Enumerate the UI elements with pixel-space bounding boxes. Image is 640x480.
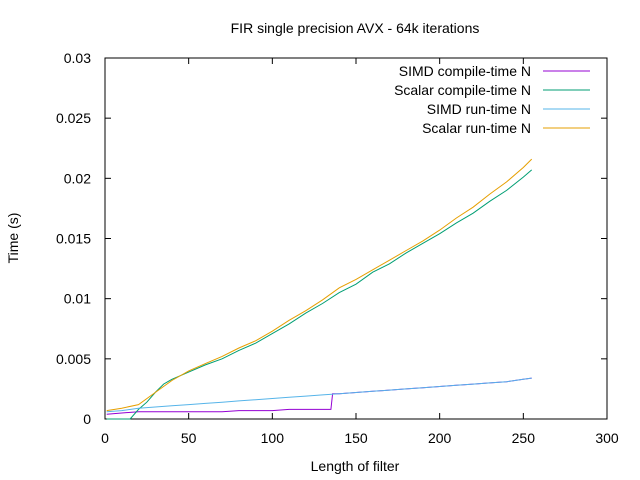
x-tick-label: 200 (428, 430, 452, 446)
series-line-simd-run-time-n (106, 377, 532, 413)
series-lines-group (106, 158, 533, 420)
y-tick-label: 0.03 (64, 50, 91, 66)
x-tick-label: 250 (512, 430, 536, 446)
x-tick-label: 100 (261, 430, 285, 446)
x-tick-label: 0 (101, 430, 109, 446)
plot-frame (104, 57, 608, 420)
legend: SIMD compile-time N Scalar compile-time N… (394, 63, 590, 136)
legend-label-scalar-run-time-n: Scalar run-time N (422, 120, 531, 136)
y-tick-label: 0.025 (56, 110, 91, 126)
legend-label-simd-run-time-n: SIMD run-time N (427, 101, 531, 117)
legend-label-simd-compile-time-n: SIMD compile-time N (399, 63, 531, 79)
x-tick-label: 150 (344, 430, 368, 446)
y-tick-label: 0.01 (64, 291, 91, 307)
y-tick-label: 0.005 (56, 351, 91, 367)
y-tick-label: 0.015 (56, 231, 91, 247)
x-ticks-group: 0 50 100 150 200 250 300 (101, 58, 619, 446)
x-tick-label: 50 (181, 430, 197, 446)
legend-label-scalar-compile-time-n: Scalar compile-time N (394, 82, 531, 98)
x-tick-label: 300 (595, 430, 619, 446)
y-ticks-group: 0 0.005 0.01 0.015 0.02 0.025 0.03 (56, 50, 607, 427)
y-tick-label: 0 (83, 411, 91, 427)
y-tick-label: 0.02 (64, 170, 91, 186)
y-axis-label: Time (s) (5, 213, 21, 264)
series-line-simd-compile-time-n (106, 377, 532, 415)
x-axis-label: Length of filter (311, 458, 400, 474)
chart-title: FIR single precision AVX - 64k iteration… (231, 20, 480, 36)
series-line-scalar-run-time-n (106, 158, 533, 412)
